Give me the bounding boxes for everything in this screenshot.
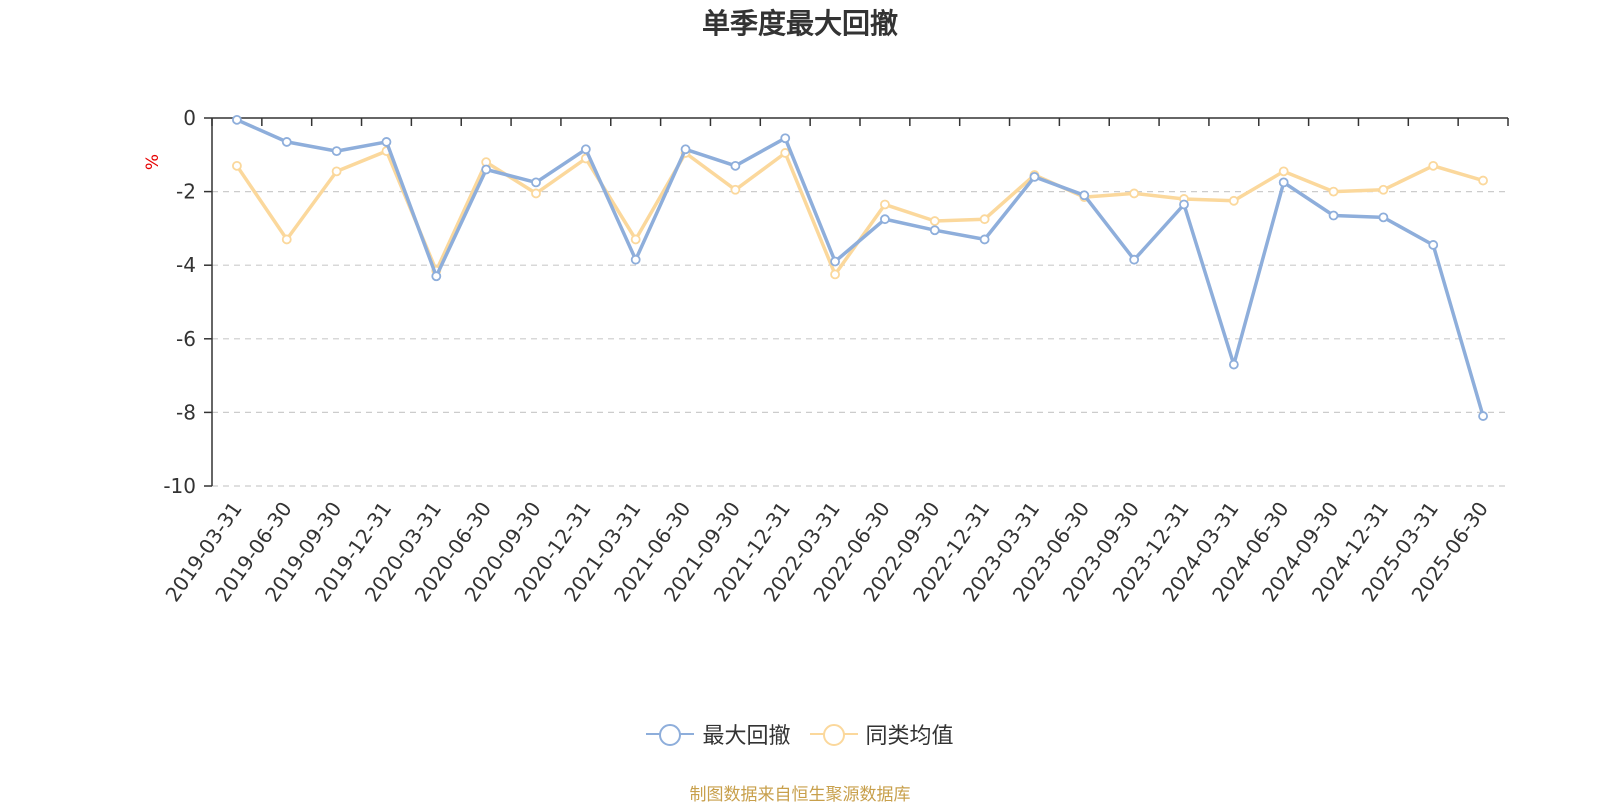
data-point (780, 133, 791, 144)
legend-swatch-icon (809, 724, 858, 746)
data-point (381, 137, 392, 147)
legend-label: 最大回撤 (702, 724, 791, 749)
data-point (281, 234, 292, 245)
data-point (730, 160, 741, 171)
data-point (1478, 175, 1488, 186)
data-point (481, 164, 492, 175)
y-axis-label: % (143, 154, 163, 170)
data-point (1328, 210, 1339, 221)
y-tick-label: -2 (176, 180, 196, 204)
series-1 (232, 114, 1488, 421)
legend-item-series-1[interactable]: 最大回撤 (646, 718, 791, 750)
series-2 (232, 146, 1488, 280)
data-point (730, 184, 741, 195)
data-point (929, 225, 940, 236)
chart-title: 单季度最大回撤 (701, 7, 898, 40)
data-point (1428, 160, 1439, 171)
data-point (1029, 171, 1040, 182)
y-axis-tick-labels: 0 -2 -4 -6 -8 -10 (163, 106, 196, 498)
line-chart: 0 -2 -4 -6 -8 -10 2019-03-312019-06-302019-09… (143, 106, 1509, 606)
data-point (281, 137, 292, 147)
data-point (431, 271, 442, 282)
data-point (531, 177, 541, 188)
data-point (531, 188, 541, 199)
series-line (236, 118, 1485, 417)
data-point (929, 216, 940, 226)
data-point (979, 234, 990, 245)
y-tick-label: -4 (176, 253, 196, 277)
data-point (1228, 195, 1239, 206)
data-point (1378, 212, 1389, 223)
data-point (880, 199, 890, 210)
y-tick-label: 0 (183, 106, 196, 130)
data-point (680, 144, 691, 155)
y-tick-label: -10 (163, 474, 196, 498)
series-lines (232, 114, 1488, 421)
data-point (1228, 359, 1239, 370)
data-point (1079, 190, 1090, 201)
y-tick-label: -8 (176, 400, 196, 424)
data-point (1478, 411, 1488, 421)
data-point (780, 148, 791, 158)
data-point (630, 254, 641, 265)
legend-item-series-2[interactable]: 同类均值 (809, 718, 954, 750)
data-point (232, 160, 242, 171)
legend-label: 同类均值 (865, 724, 954, 749)
data-point (1278, 166, 1289, 177)
grid-lines (212, 191, 1508, 487)
data-point (979, 214, 990, 225)
data-point (1378, 184, 1389, 195)
y-tick-label: -6 (176, 327, 196, 351)
data-point (1179, 199, 1189, 210)
data-point (880, 214, 890, 225)
data-point (830, 269, 840, 280)
data-point (1278, 177, 1289, 188)
legend: 最大回撤 同类均值 (0, 718, 1600, 750)
series-line (235, 149, 1484, 277)
data-point (331, 166, 342, 177)
data-point (331, 146, 342, 157)
data-point (630, 234, 641, 245)
data-point (580, 144, 591, 155)
data-point (1129, 254, 1140, 265)
data-point (1428, 240, 1439, 250)
data-point (1328, 186, 1339, 197)
x-axis-tick-labels: 2019-03-312019-06-302019-09-302019-12-31… (160, 497, 1492, 606)
legend-swatch-icon (646, 724, 695, 746)
source-note: 制图数据来自恒生聚源数据库 (689, 785, 911, 805)
data-point (232, 114, 242, 125)
data-point (1129, 188, 1140, 199)
axes (204, 117, 1509, 487)
data-point (830, 256, 840, 267)
